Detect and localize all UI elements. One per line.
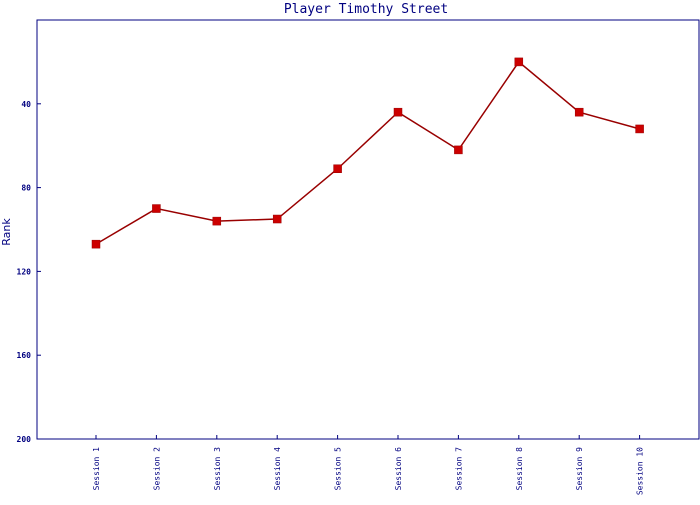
data-point-marker (635, 124, 644, 134)
data-point-marker (333, 164, 342, 173)
data-point-marker (454, 145, 463, 155)
data-point-marker (212, 216, 222, 226)
data-point-marker (574, 107, 584, 117)
y-tick-label: 120 (17, 267, 32, 276)
y-tick-label: 80 (21, 184, 31, 193)
y-tick-label: 200 (17, 435, 32, 444)
y-tick-label: 40 (21, 100, 31, 109)
series-line (95, 60, 640, 245)
x-tick-label: Session 6 (394, 447, 403, 491)
plot-area-frame (36, 19, 700, 440)
data-point-marker (91, 239, 101, 249)
x-tick-label: Session 1 (92, 447, 101, 491)
data-point-marker (152, 204, 161, 213)
x-tick-label: Session 4 (273, 447, 282, 491)
x-tick-label: Session 7 (454, 447, 463, 491)
x-tick-label: Session 10 (636, 447, 645, 495)
data-point-marker (514, 57, 524, 67)
x-tick-label: Session 3 (213, 447, 222, 491)
data-point-marker (272, 214, 282, 224)
x-tick-label: Session 9 (575, 447, 584, 491)
x-tick-label: Session 8 (515, 447, 524, 491)
x-tick-label: Session 2 (152, 447, 161, 491)
x-tick-label: Session 5 (334, 447, 343, 491)
y-tick-label: 160 (17, 351, 32, 360)
axis-ticks: 40 80 120 160 200 Session 1 Session 2 Session 3… (17, 100, 645, 495)
data-point-marker (393, 107, 403, 117)
series-layer (91, 57, 644, 249)
y-axis-label: Rank (0, 218, 13, 246)
chart-title: Player Timothy Street (284, 2, 448, 17)
